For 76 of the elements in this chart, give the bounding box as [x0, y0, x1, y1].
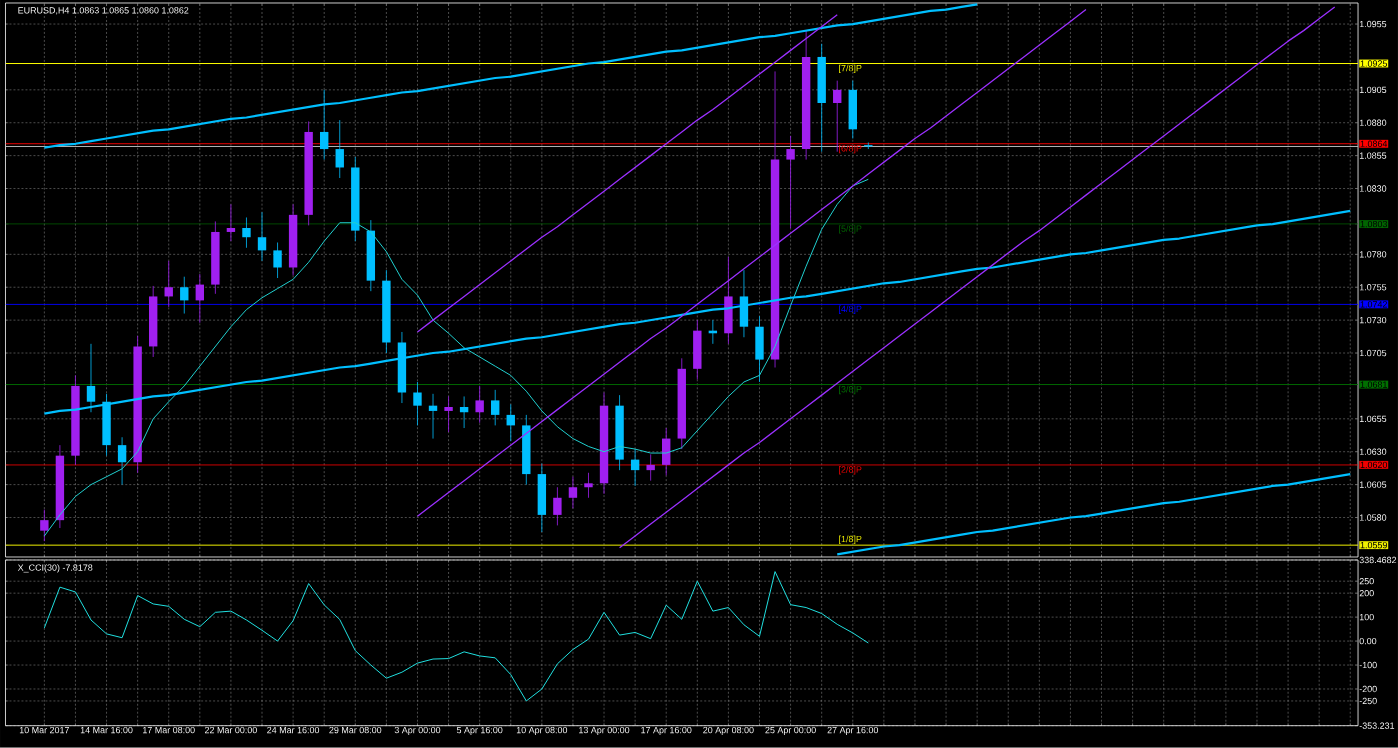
y-tick-label: 1.0655: [1359, 415, 1387, 423]
candlestick: [335, 119, 344, 179]
y-tick-label: -100: [1359, 662, 1377, 669]
ref-line-label: [7/8]P: [839, 64, 862, 74]
x-tick-label: 17 Apr 16:00: [641, 727, 692, 736]
candlestick: [257, 211, 267, 262]
line-series: [43, 571, 869, 702]
ref-line-label: [3/8]P: [839, 385, 862, 395]
candlestick: [444, 396, 453, 433]
chart-title: EURUSD,H4 1.0863 1.0865 1.0860 1.0862: [18, 7, 189, 15]
y-tick-label: 1.0880: [1359, 119, 1387, 127]
y-tick-label: 1.0605: [1359, 481, 1387, 488]
candlestick: [242, 217, 251, 249]
x-tick-label: 10 Mar 2017: [19, 727, 70, 734]
y-tick-label: 100: [1359, 614, 1374, 621]
x-tick-label: 20 Apr 08:00: [703, 727, 754, 736]
candlestick: [164, 260, 173, 308]
x-tick-label: 3 Apr 00:00: [394, 727, 441, 736]
candlestick: [491, 389, 500, 426]
y-tick-label: 1.0755: [1359, 284, 1387, 291]
x-tick-label: 29 Mar 08:00: [329, 727, 382, 734]
x-tick-label: 17 Mar 08:00: [143, 727, 195, 734]
x-tick-label: 14 Mar 16:00: [80, 727, 133, 734]
candlestick: [117, 437, 127, 486]
y-tick-label: -200: [1359, 685, 1377, 693]
candlestick: [180, 276, 189, 315]
y-tick-label: 1.0580: [1359, 514, 1387, 521]
y-tick-label: 1.0864: [1360, 140, 1388, 148]
ref-line-label: [2/8]P: [839, 466, 862, 475]
y-tick-label: 1.0905: [1359, 86, 1387, 94]
candlestick: [568, 476, 578, 509]
x-tick-label: 10 Apr 08:00: [516, 727, 568, 736]
candlestick: [428, 393, 438, 440]
candlestick: [584, 472, 593, 499]
candlestick: [506, 404, 515, 442]
candlestick: [646, 454, 655, 482]
candlestick: [413, 381, 422, 426]
candlestick: [273, 242, 282, 279]
x-tick-label: 22 Mar 00:00: [205, 727, 257, 734]
y-tick-label: 200: [1359, 590, 1374, 597]
y-tick-label: 1.0925: [1360, 60, 1388, 67]
candlestick: [786, 135, 795, 229]
y-tick-label: 338.4682: [1359, 556, 1397, 564]
candlestick: [459, 396, 469, 429]
candlestick: [553, 487, 562, 526]
y-tick-label: -250: [1359, 697, 1377, 705]
x-tick-label: 24 Mar 16:00: [267, 727, 320, 734]
ref-line-label: [1/8]P: [839, 535, 862, 545]
x-tick-label: 25 Apr 00:00: [765, 727, 816, 736]
y-tick-label: 1.0620: [1360, 461, 1388, 469]
y-tick-label: 1.0803: [1360, 221, 1388, 228]
x-tick-label: 27 Apr 16:00: [827, 727, 879, 736]
y-tick-label: 1.0681: [1360, 381, 1387, 388]
y-tick-label: 1.0730: [1359, 317, 1387, 324]
ref-line-label: [5/8]P: [839, 225, 862, 234]
candlestick: [40, 509, 49, 542]
candlestick: [226, 204, 236, 242]
ref-line-label: [4/8]P: [839, 305, 862, 315]
y-tick-label: 0.00: [1359, 638, 1377, 645]
y-tick-label: 1.0830: [1359, 185, 1387, 192]
chart-title: X_CCI(30) -7.8178: [17, 564, 93, 573]
ref-line-label: [6/8]P: [839, 145, 862, 154]
y-tick-label: 1.0855: [1359, 152, 1387, 159]
y-tick-label: 1.0955: [1359, 21, 1387, 28]
x-tick-label: 13 Apr 00:00: [579, 727, 630, 736]
x-tick-label: 5 Apr 16:00: [456, 727, 503, 736]
y-tick-label: -353.231: [1359, 722, 1395, 730]
y-tick-label: 1.0742: [1360, 301, 1387, 308]
candlestick: [475, 385, 484, 424]
candlestick: [195, 273, 205, 324]
y-tick-label: 1.0705: [1359, 350, 1387, 357]
y-tick-label: 1.0630: [1359, 448, 1387, 456]
candlestick: [630, 448, 640, 487]
y-tick-label: 250: [1359, 578, 1374, 585]
y-tick-label: 1.0780: [1359, 251, 1387, 258]
y-tick-label: 1.0559: [1360, 542, 1387, 549]
